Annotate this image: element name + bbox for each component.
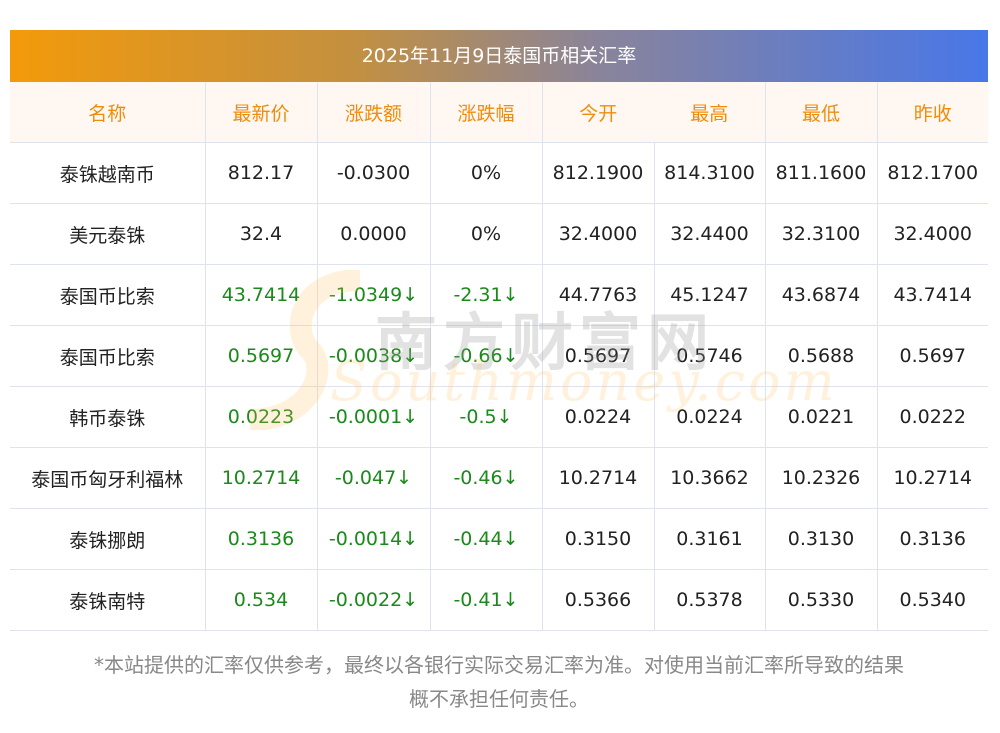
cell-latest: 43.7414 — [204, 264, 317, 326]
cell-open: 10.2714 — [541, 447, 654, 509]
header-row: 名称 最新价 涨跌额 涨跌幅 今开 最高 最低 昨收 — [10, 82, 988, 143]
cell-open: 44.7763 — [541, 264, 654, 326]
cell-pct: 0% — [429, 142, 542, 204]
cell-high: 0.5746 — [653, 325, 765, 387]
cell-name: 泰铢南特 — [10, 569, 205, 631]
cell-open: 0.3150 — [541, 508, 654, 570]
col-header-change: 涨跌额 — [316, 82, 430, 143]
cell-high: 0.5378 — [653, 569, 765, 631]
cell-prev: 43.7414 — [876, 264, 988, 326]
cell-pct: -2.31↓ — [429, 264, 542, 326]
cell-low: 811.1600 — [764, 142, 877, 204]
disclaimer: *本站提供的汇率仅供参考，最终以各银行实际交易汇率为准。对使用当前汇率所导致的结… — [10, 648, 988, 716]
table-row: 泰铢挪朗 0.3136 -0.0014↓ -0.44↓ 0.3150 0.3161 0.31… — [10, 508, 988, 570]
table-row: 泰国币比索 43.7414 -1.0349↓ -2.31↓ 44.7763 45.1247… — [10, 264, 988, 326]
cell-high: 45.1247 — [653, 264, 765, 326]
cell-change: -0.0001↓ — [316, 386, 430, 448]
cell-change: 0.0000 — [316, 203, 430, 265]
cell-open: 0.5366 — [541, 569, 654, 631]
table-row: 泰铢越南币 812.17 -0.0300 0% 812.1900 814.3100 811.… — [10, 142, 988, 204]
cell-prev: 812.1700 — [876, 142, 988, 204]
table-row: 泰铢南特 0.534 -0.0022↓ -0.41↓ 0.5366 0.5378 0.533… — [10, 569, 988, 631]
cell-low: 32.3100 — [764, 203, 877, 265]
cell-change: -0.0014↓ — [316, 508, 430, 570]
cell-low: 43.6874 — [764, 264, 877, 326]
cell-pct: 0% — [429, 203, 542, 265]
col-header-open: 今开 — [541, 82, 654, 143]
cell-prev: 32.4000 — [876, 203, 988, 265]
col-header-high: 最高 — [654, 82, 765, 143]
cell-name: 泰国币比索 — [10, 325, 205, 387]
disclaimer-line-2: 概不承担任何责任。 — [409, 687, 589, 711]
cell-latest: 32.4 — [204, 203, 317, 265]
cell-name: 泰国币比索 — [10, 264, 205, 326]
cell-pct: -0.5↓ — [429, 386, 542, 448]
col-header-latest: 最新价 — [204, 82, 317, 143]
cell-high: 814.3100 — [653, 142, 765, 204]
cell-latest: 0.0223 — [204, 386, 317, 448]
cell-latest: 10.2714 — [204, 447, 317, 509]
cell-change: -0.047↓ — [316, 447, 430, 509]
cell-pct: -0.41↓ — [429, 569, 542, 631]
table-row: 美元泰铢 32.4 0.0000 0% 32.4000 32.4400 32.3100 32.… — [10, 203, 988, 265]
cell-low: 0.3130 — [764, 508, 877, 570]
cell-low: 10.2326 — [764, 447, 877, 509]
cell-latest: 0.5697 — [204, 325, 317, 387]
cell-latest: 812.17 — [204, 142, 317, 204]
cell-name: 泰铢挪朗 — [10, 508, 205, 570]
cell-low: 0.5330 — [764, 569, 877, 631]
cell-low: 0.0221 — [764, 386, 877, 448]
cell-name: 泰国币匈牙利福林 — [10, 447, 205, 509]
cell-name: 美元泰铢 — [10, 203, 205, 265]
col-header-low: 最低 — [764, 82, 877, 143]
cell-latest: 0.3136 — [204, 508, 317, 570]
table-row: 泰国币比索 0.5697 -0.0038↓ -0.66↓ 0.5697 0.5746 0.5… — [10, 325, 988, 387]
col-header-name: 名称 — [10, 82, 205, 143]
exchange-rate-table: 名称 最新价 涨跌额 涨跌幅 今开 最高 最低 昨收 泰铢越南币 812.17 -0… — [10, 82, 988, 631]
col-header-prev: 昨收 — [876, 82, 988, 143]
cell-low: 0.5688 — [764, 325, 877, 387]
table-title: 2025年11月9日泰国币相关汇率 — [10, 30, 988, 82]
cell-prev: 10.2714 — [876, 447, 988, 509]
cell-latest: 0.534 — [204, 569, 317, 631]
table-row: 韩币泰铢 0.0223 -0.0001↓ -0.5↓ 0.0224 0.0224 0.022… — [10, 386, 988, 448]
cell-high: 0.3161 — [653, 508, 765, 570]
col-header-pct: 涨跌幅 — [429, 82, 542, 143]
cell-open: 0.0224 — [541, 386, 654, 448]
cell-prev: 0.3136 — [876, 508, 988, 570]
cell-name: 泰铢越南币 — [10, 142, 205, 204]
cell-change: -0.0022↓ — [316, 569, 430, 631]
cell-prev: 0.5697 — [876, 325, 988, 387]
cell-high: 32.4400 — [653, 203, 765, 265]
cell-pct: -0.66↓ — [429, 325, 542, 387]
cell-name: 韩币泰铢 — [10, 386, 205, 448]
cell-pct: -0.46↓ — [429, 447, 542, 509]
cell-prev: 0.5340 — [876, 569, 988, 631]
table-row: 泰国币匈牙利福林 10.2714 -0.047↓ -0.46↓ 10.2714 10.36… — [10, 447, 988, 509]
cell-pct: -0.44↓ — [429, 508, 542, 570]
cell-change: -1.0349↓ — [316, 264, 430, 326]
cell-change: -0.0300 — [316, 142, 430, 204]
disclaimer-line-1: *本站提供的汇率仅供参考，最终以各银行实际交易汇率为准。对使用当前汇率所导致的结… — [94, 653, 904, 677]
cell-prev: 0.0222 — [876, 386, 988, 448]
cell-open: 0.5697 — [541, 325, 654, 387]
cell-change: -0.0038↓ — [316, 325, 430, 387]
cell-high: 0.0224 — [653, 386, 765, 448]
cell-high: 10.3662 — [653, 447, 765, 509]
cell-open: 812.1900 — [541, 142, 654, 204]
cell-open: 32.4000 — [541, 203, 654, 265]
